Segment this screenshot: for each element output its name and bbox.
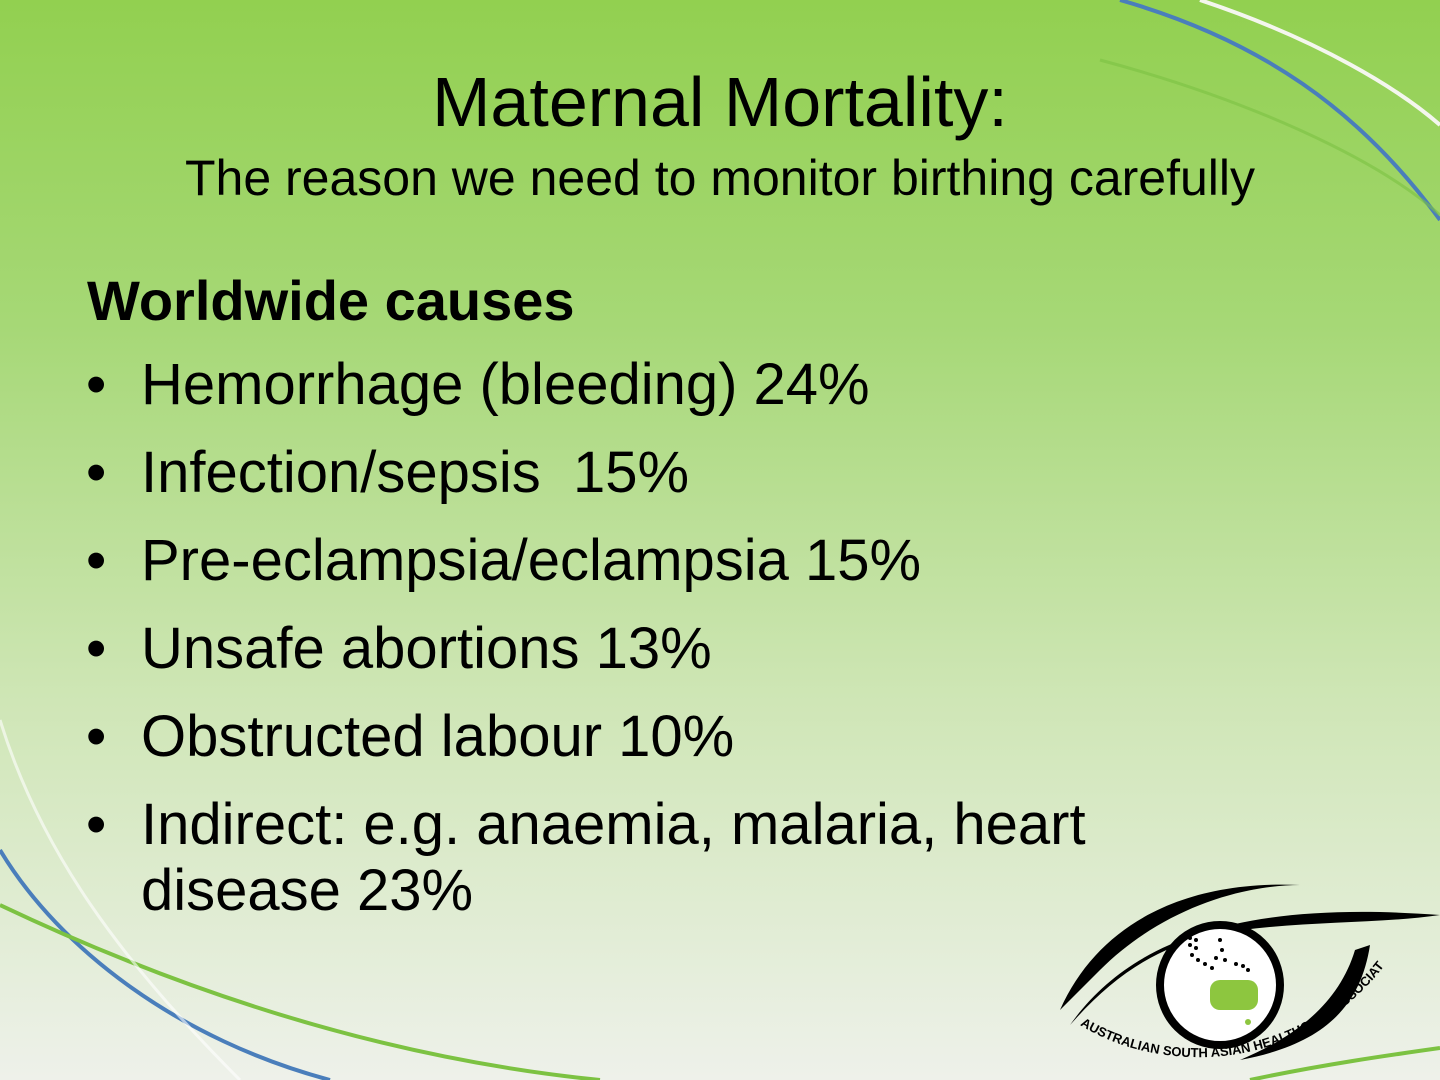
section-heading: Worldwide causes [87,269,575,332]
list-item-text: Obstructed labour 10% [141,704,735,769]
list-item: • Unsafe abortions 13% [0,616,1086,682]
svg-text:AUSTRALIAN SOUTH ASIAN HEALTHC: AUSTRALIAN SOUTH ASIAN HEALTHCARE ASSOCI… [1070,945,1387,1060]
bullet-icon: • [86,440,107,505]
list-item: • Indirect: e.g. anaemia, malaria, heart d… [0,792,1086,924]
list-item: • Hemorrhage (bleeding) 24% [0,352,1086,418]
bullet-icon: • [86,352,107,417]
bullet-icon: • [86,704,107,769]
slide-subtitle: The reason we need to monitor birthing c… [184,150,1256,206]
list-item: • Pre-eclampsia/eclampsia 15% [0,528,1086,594]
slide-header: Maternal Mortality: The reason we need t… [0,62,1440,206]
bullet-list: • Hemorrhage (bleeding) 24% • Infection/se… [0,352,1086,946]
list-item: • Obstructed labour 10% [0,704,1086,770]
association-logo [1060,884,1440,1060]
list-item-text: Unsafe abortions 13% [141,616,712,681]
bullet-icon: • [86,792,107,857]
association-logo-lettering: AUSTRALIAN SOUTH ASIAN HEALTHCARE ASSOCI… [1070,945,1387,1060]
list-item: • Infection/sepsis 15% [0,440,1086,506]
list-item-text-continued: disease 23% [141,858,474,923]
logo-text: AUSTRALIAN SOUTH ASIAN HEALTHCARE ASSOCI… [1070,945,1387,1060]
bullet-icon: • [86,528,107,593]
list-item-text: Infection/sepsis 15% [141,440,690,505]
bullet-icon: • [86,616,107,681]
list-item-text: Pre-eclampsia/eclampsia 15% [141,528,922,593]
slide-title: Maternal Mortality: [432,63,1008,141]
list-item-text: Hemorrhage (bleeding) 24% [141,352,870,417]
list-item-text: Indirect: e.g. anaemia, malaria, heart [141,792,1086,857]
